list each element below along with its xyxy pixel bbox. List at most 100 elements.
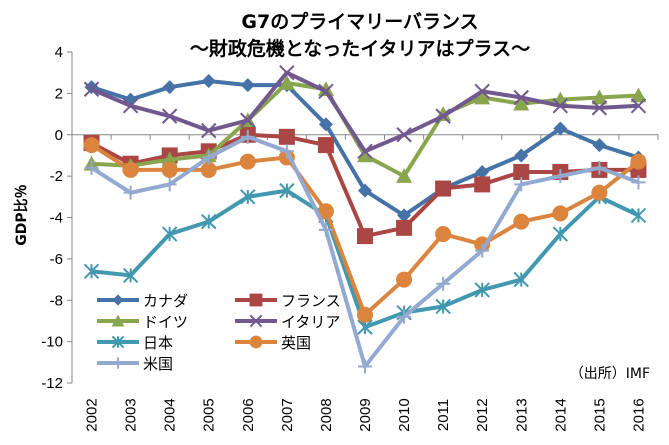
data-point	[474, 176, 491, 193]
data-point	[435, 298, 451, 315]
data-point	[592, 138, 607, 153]
data-point	[161, 161, 178, 178]
x-tick-label: 2016	[630, 398, 647, 431]
data-point	[162, 177, 177, 192]
x-tick-label: 2009	[357, 398, 374, 431]
data-point	[357, 306, 373, 323]
y-tick-label: -8	[50, 292, 63, 309]
data-point	[317, 203, 334, 220]
y-tick-labels: 4 2 0 -2 -4 -6 -8 -10 -12	[41, 44, 63, 392]
x-tick-label: 2007	[279, 398, 296, 431]
data-point	[279, 144, 294, 159]
legend-label: 米国	[143, 355, 173, 373]
x-tick-label: 2015	[591, 398, 608, 431]
legend-label: フランス	[281, 292, 341, 310]
x-tick-label: 2006	[240, 398, 257, 431]
data-point	[122, 98, 139, 114]
data-point	[201, 122, 217, 139]
y-tick-label: -10	[41, 334, 63, 351]
data-point	[475, 243, 490, 258]
data-point	[591, 184, 608, 201]
data-point	[123, 185, 138, 200]
data-point	[630, 87, 647, 103]
data-point	[591, 89, 608, 105]
data-point	[83, 137, 100, 154]
data-point	[201, 213, 217, 230]
data-point	[83, 81, 100, 97]
data-point	[396, 219, 413, 236]
legend-item: 米国	[97, 355, 173, 373]
data-point	[357, 147, 373, 163]
x-tick-label: 2003	[123, 398, 140, 431]
data-point	[630, 98, 647, 114]
legend-marker	[249, 314, 263, 328]
series-4	[83, 182, 647, 335]
legend-marker	[112, 357, 124, 369]
data-point	[358, 359, 372, 374]
data-point	[514, 177, 529, 192]
x-tick-label: 2005	[201, 398, 218, 431]
legend-item: 英国	[235, 334, 311, 352]
data-point	[358, 183, 372, 198]
data-point	[240, 129, 255, 144]
data-point	[240, 189, 256, 205]
x-tick-labels: 2002 2003 2004 2005 2006 2007 2008 2009 2010 2011…	[84, 398, 648, 431]
x-tick-label: 2002	[84, 398, 101, 431]
y-axis-label: GDP比％	[13, 184, 30, 245]
legend-marker	[111, 335, 125, 349]
legend-item: カナダ	[97, 292, 188, 310]
y-tick-label: 2	[55, 85, 63, 102]
legend-label: 英国	[281, 334, 311, 352]
data-point	[317, 81, 334, 97]
data-point	[279, 182, 295, 199]
data-point	[397, 208, 412, 223]
legend-label: 日本	[143, 334, 173, 352]
data-point	[552, 205, 569, 222]
data-point	[83, 263, 100, 279]
source-note: （出所）IMF	[570, 366, 650, 382]
data-point	[435, 226, 452, 243]
data-point	[513, 163, 530, 180]
data-point	[84, 160, 99, 175]
data-point	[200, 161, 217, 178]
x-tick-label: 2013	[513, 398, 530, 431]
legend-label: イタリア	[281, 313, 340, 331]
series-3	[83, 64, 647, 160]
legend-marker	[112, 294, 124, 306]
data-point	[239, 153, 256, 170]
data-point	[630, 153, 647, 170]
data-point	[513, 95, 530, 111]
data-point	[161, 151, 178, 167]
data-point	[240, 78, 255, 93]
data-point	[631, 175, 646, 190]
data-point	[122, 161, 139, 178]
legend-marker	[249, 335, 263, 349]
data-point	[552, 98, 569, 114]
x-tick-label: 2012	[474, 398, 491, 431]
y-tick-label: -4	[50, 210, 63, 227]
data-point	[161, 226, 178, 242]
data-point	[317, 137, 334, 154]
data-point	[396, 271, 413, 288]
data-point	[553, 169, 568, 184]
x-tick-label: 2011	[435, 399, 452, 431]
legend-item: ドイツ	[97, 313, 188, 331]
legend-label: ドイツ	[143, 313, 188, 331]
data-point	[201, 73, 216, 88]
data-point	[122, 267, 139, 284]
series-6	[84, 129, 646, 374]
data-point	[474, 282, 490, 298]
chart-title: G7のプライマリーバランス	[241, 10, 478, 33]
x-tick-label: 2008	[318, 398, 335, 431]
data-point	[474, 83, 490, 100]
data-point	[513, 213, 530, 230]
data-point	[630, 207, 647, 224]
data-point	[591, 100, 608, 116]
data-point	[397, 309, 412, 324]
data-point	[592, 160, 607, 175]
data-point	[357, 228, 373, 245]
legend-label: カナダ	[143, 292, 188, 310]
x-tick-label: 2014	[552, 398, 569, 431]
